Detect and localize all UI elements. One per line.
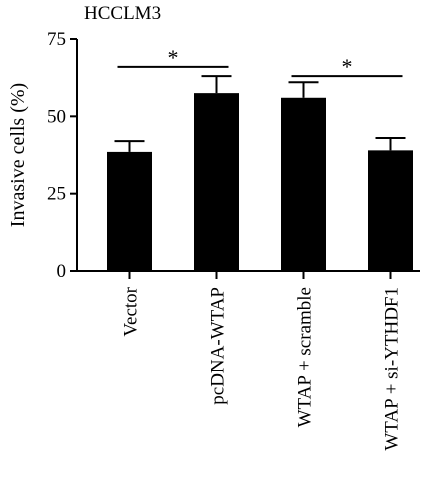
y-tick-label: 25 [47, 184, 66, 205]
y-axis-label: Invasive cells (%) [7, 83, 29, 227]
bar [194, 93, 239, 271]
x-category-label: pcDNA-WTAP [208, 287, 229, 405]
y-tick-label: 75 [47, 29, 66, 50]
chart-title: HCCLM3 [84, 3, 161, 24]
bar [368, 150, 413, 271]
significance-star: * [168, 45, 179, 70]
significance-star: * [342, 54, 353, 79]
x-category-label: WTAP + scramble [295, 287, 316, 427]
x-category-label: Vector [121, 286, 142, 336]
axes: 0 25 50 75 [47, 29, 420, 282]
x-category-label: WTAP + si-YTHDF1 [382, 287, 403, 451]
x-category-labels: Vector pcDNA-WTAP WTAP + scramble WTAP + si… [121, 286, 403, 450]
y-tick-label: 50 [47, 106, 66, 127]
bar [107, 151, 152, 271]
bars [107, 75, 413, 271]
significance-annotations: * * [117, 45, 403, 79]
y-tick-label: 0 [57, 261, 67, 282]
bar [281, 97, 326, 271]
